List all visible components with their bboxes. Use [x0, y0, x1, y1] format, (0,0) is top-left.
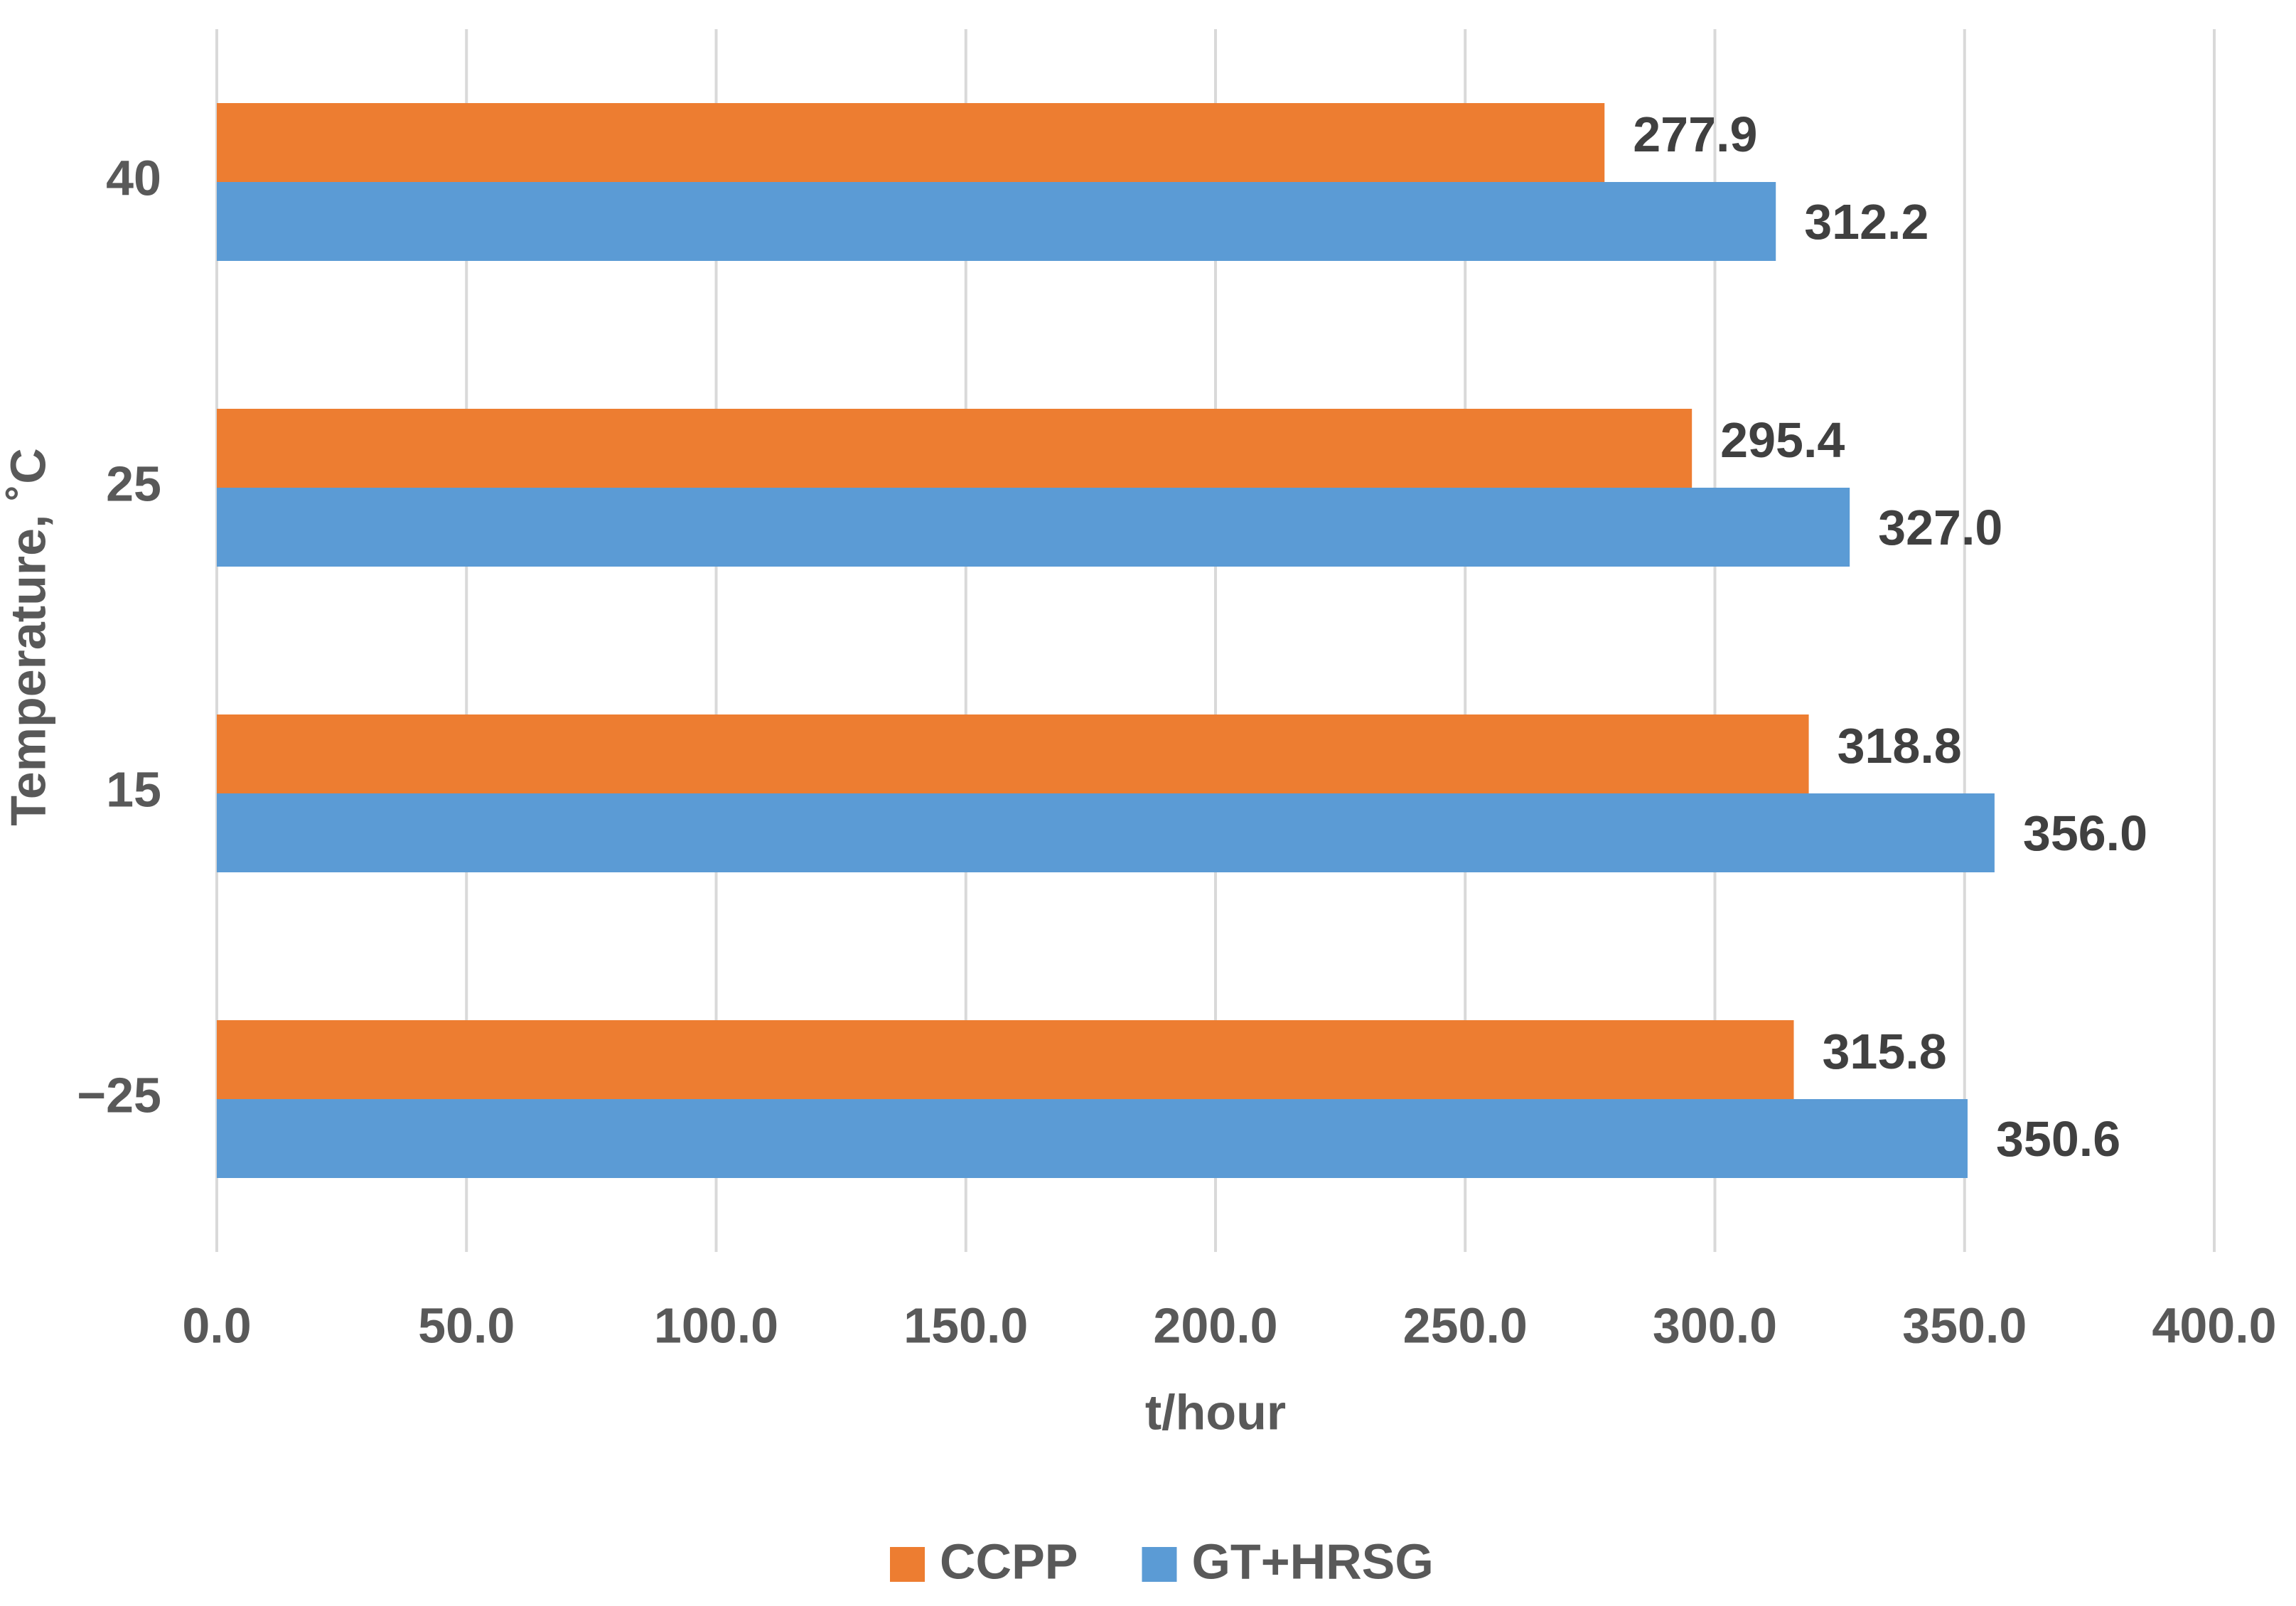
data-label: 277.9 — [1633, 107, 1757, 162]
legend-label: GT+HRSG — [1191, 1533, 1433, 1589]
x-tick-label: 300.0 — [1653, 1297, 1777, 1353]
x-tick-label: 0.0 — [182, 1297, 251, 1353]
bar — [217, 409, 1693, 488]
y-axis-title: Temperature, ˚C — [0, 448, 55, 826]
data-label: 295.4 — [1720, 412, 1845, 468]
data-label: 312.2 — [1804, 194, 1928, 250]
bar — [217, 488, 1850, 567]
data-label: 315.8 — [1822, 1024, 1946, 1079]
x-tick-label: 100.0 — [654, 1297, 778, 1353]
x-tick-label: 400.0 — [2152, 1297, 2276, 1353]
bar — [217, 714, 1809, 793]
bar — [217, 103, 1605, 182]
x-axis-title: t/hour — [1145, 1384, 1286, 1440]
legend-swatch — [1142, 1547, 1177, 1582]
bar — [217, 182, 1776, 261]
bar — [217, 1020, 1794, 1099]
data-label: 327.0 — [1878, 500, 2002, 555]
data-label: 356.0 — [2023, 805, 2147, 861]
data-label: 318.8 — [1838, 718, 1962, 773]
x-tick-label: 150.0 — [903, 1297, 1028, 1353]
y-tick-label: −25 — [77, 1067, 161, 1123]
x-tick-label: 200.0 — [1153, 1297, 1277, 1353]
bar — [217, 793, 1995, 872]
x-tick-label: 350.0 — [1902, 1297, 2027, 1353]
y-tick-label: 15 — [106, 761, 161, 817]
x-tick-label: 50.0 — [418, 1297, 515, 1353]
y-tick-label: 25 — [106, 456, 161, 511]
x-tick-label: 250.0 — [1403, 1297, 1528, 1353]
y-tick-label: 40 — [106, 150, 161, 205]
legend-swatch — [890, 1547, 925, 1582]
bar — [217, 1099, 1968, 1178]
legend-label: CCPP — [940, 1533, 1078, 1589]
data-label: 350.6 — [1996, 1111, 2120, 1167]
